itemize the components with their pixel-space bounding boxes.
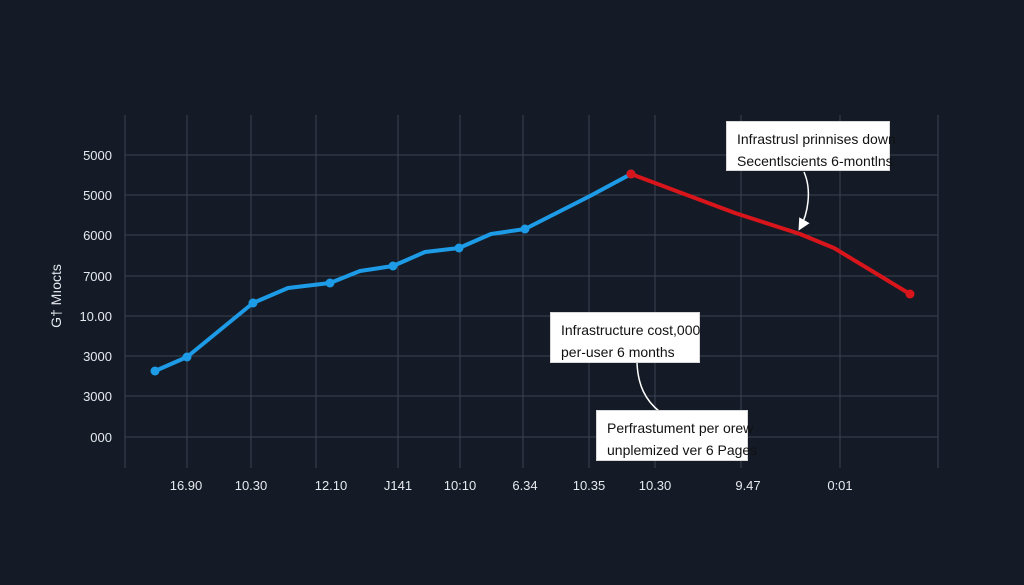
callout-connector-top [798,171,810,231]
annotation-bottom: Perfrastument per orew unplemized ver 6 … [596,410,758,461]
y-tick-label: 3000 [83,349,112,364]
x-tick-label: 0:01 [827,478,852,493]
x-tick-label: 10:10 [444,478,477,493]
callout-connector-bottom [636,362,661,413]
y-tick-label: 7000 [83,269,112,284]
y-axis-ticks: 5000 5000 6000 7000 10.00 3000 3000 000 [79,148,112,445]
data-point-0-4 [325,278,335,288]
annotation-middle-line-2: per-user 6 months [561,344,675,360]
y-tick-label: 3000 [83,389,112,404]
data-point-0-2 [248,298,258,308]
series-layer [150,169,915,376]
data-point-0-8 [454,243,464,253]
data-point-0-10 [520,224,530,234]
x-tick-label: 10.30 [235,478,268,493]
data-point-1-4 [905,289,915,299]
y-tick-label: 10.00 [79,309,112,324]
annotation-bottom-line-2: unplemized ver 6 Pages [607,442,758,458]
y-tick-label: 5000 [83,188,112,203]
annotation-middle: Infrastructure cost,000 per-user 6 month… [550,312,700,363]
data-point-0-0 [150,366,160,376]
x-axis-ticks: 16.90 10.30 12.10 J141 10:10 6.34 10.35 10.30 9.… [170,478,853,493]
annotation-top-right-line-2: Secentlscients 6-montlns [737,153,893,169]
data-point-0-1 [182,352,192,362]
y-tick-label: 6000 [83,228,112,243]
data-point-0-6 [388,261,398,271]
chart-grid [124,115,939,468]
y-tick-label: 5000 [83,148,112,163]
annotation-top-right: Infrastrusl prinnises down Secentlscient… [726,121,896,171]
annotation-top-right-line-1: Infrastrusl prinnises down [737,131,896,147]
annotation-middle-line-1: Infrastructure cost,000 [561,322,701,338]
x-tick-label: 10.35 [573,478,606,493]
series-line-1 [629,172,912,296]
x-tick-label: 12.10 [315,478,348,493]
x-tick-label: 10.30 [639,478,672,493]
annotation-bottom-line-1: Perfrastument per orew [607,420,754,436]
x-tick-label: 9.47 [735,478,760,493]
data-point-1-0 [626,169,636,179]
y-tick-label: 000 [90,430,112,445]
x-tick-label: 16.90 [170,478,203,493]
x-tick-label: J141 [384,478,412,493]
y-axis-label: G† Mıocts [48,264,64,328]
x-tick-label: 6.34 [512,478,537,493]
